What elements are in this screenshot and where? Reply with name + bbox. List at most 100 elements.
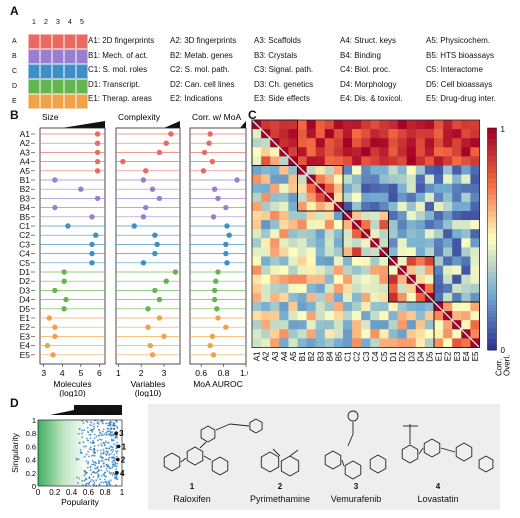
heatmap-cell [333,338,344,348]
x-tick-label: 4 [60,368,65,378]
heatmap-cell [397,147,407,157]
heatmap-cell [297,329,307,339]
heatmap-cell [315,274,326,285]
colorbar-segment [487,338,497,345]
data-point [107,433,110,436]
data-point [109,472,111,475]
data-point [110,472,113,474]
heatmap-cell [333,183,344,194]
space-legend-item: E2: Indications [170,94,223,103]
space-legend-item: C2: S. mol. path. [170,65,230,74]
data-point [92,454,95,457]
data-point [91,460,94,462]
colorbar-segment [487,322,497,329]
data-point [112,434,115,437]
space-legend: A1: 2D fingerprints B1: Mech. of act. C1: … [88,36,518,111]
heatmap-cell [352,147,362,157]
data-point [110,456,113,459]
data-point [85,460,88,463]
heatmap-cell [297,302,307,312]
highlight-label: 3 [119,429,124,438]
heatmap-cell [388,174,398,184]
data-point [109,453,112,455]
heatmap-cell [452,292,462,303]
data-point [85,482,88,485]
level-cell [40,49,52,64]
heatmap-cell [406,192,417,203]
space-legend-item: B4: Binding [340,50,381,60]
panel-label-b: B [10,108,19,122]
heatmap-cell [252,274,262,285]
plot-frame [37,419,123,487]
heatmap-cell [324,329,335,339]
data-point [111,474,114,477]
heatmap-cell [443,156,453,166]
heatmap-cell [333,229,344,239]
highlight-label: 1 [122,442,127,451]
x-tick-label: 0.2 [49,488,61,497]
heatmap-x-label: E4 [462,351,471,361]
heatmap-cell [288,302,298,312]
heatmap-cell [324,292,335,303]
level-cell [64,79,76,94]
data-point [93,454,96,457]
colorbar-segment [487,183,497,190]
heatmap-cell [379,138,389,148]
data-point [107,465,110,468]
heatmap-cell [406,320,417,330]
heatmap-cell [388,201,398,212]
molecule-name: Raloxifen [173,494,211,504]
heatmap-cell [443,265,453,275]
data-point [82,441,85,443]
data-point [152,250,158,257]
heatmap-cell [279,156,289,166]
space-legend-item: D3: Ch. genetics [254,79,314,89]
heatmap-cell [461,211,471,221]
heatmap-cell [297,283,307,294]
space-label: C1 [19,221,30,231]
data-point [110,438,113,441]
heatmap-cell [452,201,462,212]
heatmap-cell [352,229,362,239]
data-point [103,444,106,447]
heatmap-cell [297,156,307,166]
heatmap-cell [415,183,426,194]
heatmap-cell [297,274,307,285]
heatmap-cell [361,156,371,166]
heatmap-cell [261,274,271,285]
heatmap-cell [343,201,353,212]
heatmap-cell [297,201,307,212]
space-label: A3 [20,147,31,157]
heatmap-cell [315,220,326,230]
heatmap-cell [388,302,398,312]
data-point [105,422,107,425]
data-point [83,479,86,482]
heatmap-x-label: D2 [398,351,407,362]
heatmap-cell [361,274,371,285]
heatmap-cell [370,283,380,294]
heatmap-cell [343,138,353,148]
heatmap-cell [470,274,480,285]
heatmap-cell [370,229,380,239]
x-tick-label: 2 [139,368,144,378]
heatmap-cell [352,156,362,166]
heatmap-cell [397,338,407,348]
heatmap-cell [333,292,344,303]
heatmap-cell [261,329,271,339]
heatmap-cell [452,283,462,294]
ring [401,444,419,464]
heatmap-cell [388,156,398,166]
data-point [61,269,67,275]
heatmap-cell [452,129,462,139]
heatmap-cell [397,329,407,339]
heatmap-cell [252,311,262,321]
level-cell [40,79,52,94]
ring [478,455,494,473]
highlight-point [116,444,121,449]
heatmap-cell [352,320,362,330]
heatmap-cell [470,320,480,330]
heatmap-x-label: B4 [325,351,334,361]
data-point [85,445,87,448]
heatmap-cell [288,211,298,221]
heatmap-cell [397,238,407,248]
